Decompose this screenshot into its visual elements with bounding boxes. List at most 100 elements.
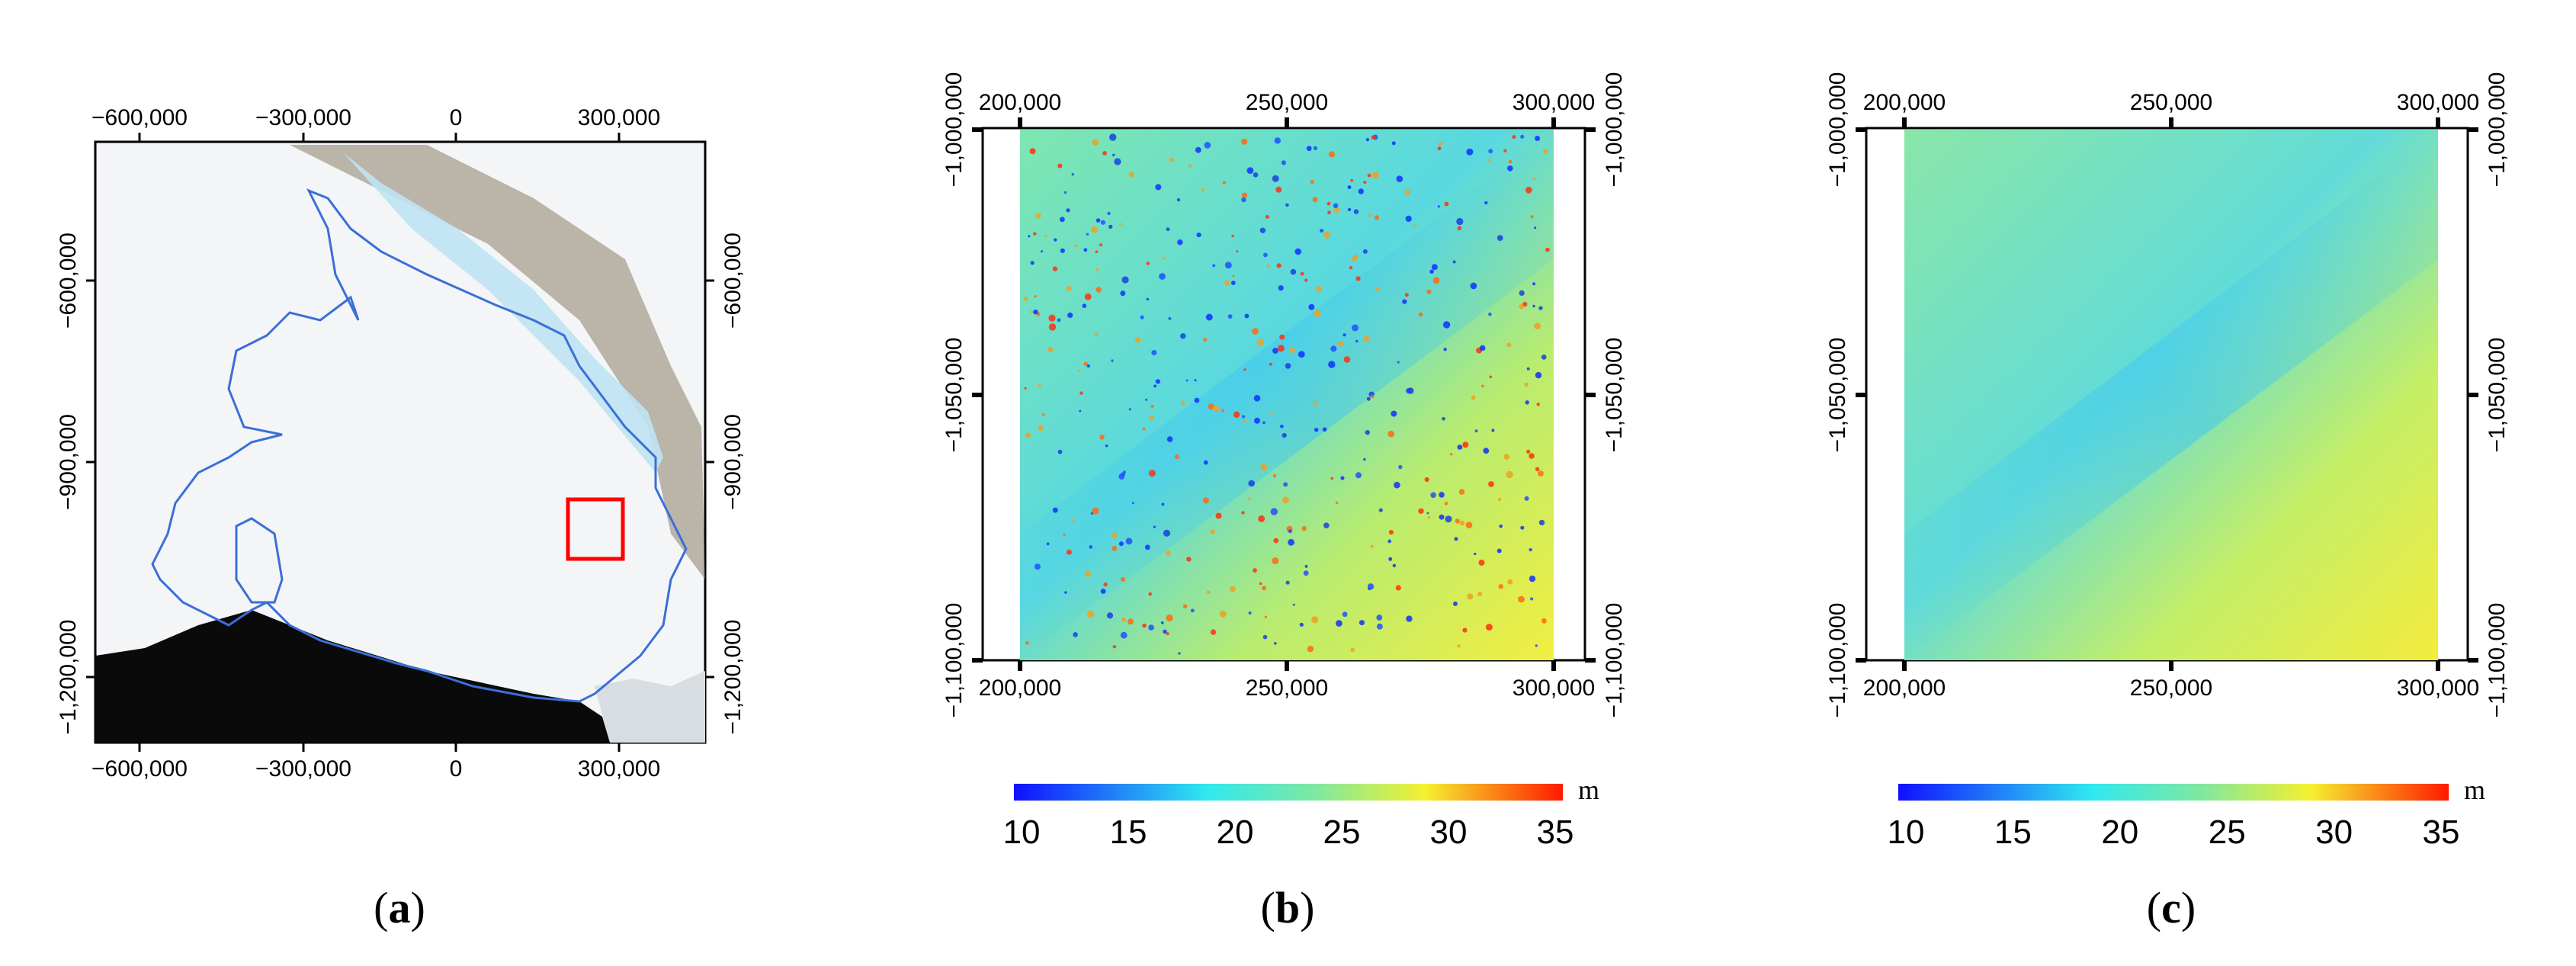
panel-b-speckle-dot [1118,223,1122,226]
panel-b-speckle-dot [1148,470,1156,477]
panel-b-speckle-dot [1224,280,1230,286]
panel-b-speckle-dot [1320,229,1323,233]
panel-b-speckle-dot [1503,149,1507,152]
panel-b-speckle-dot [1288,538,1294,546]
panel-b-speckle-dot [1194,397,1200,403]
panel-b-speckle-dot [1272,348,1278,354]
panel-b-speckle-dot [1301,526,1307,531]
panel-b-speckle-dot [1349,266,1353,270]
panel-b-speckle-dot [1391,141,1396,146]
panel-b-speckle-dot [1524,382,1529,387]
panel-b-speckle-dot [1107,211,1111,216]
panel-b-speckle-dot [1266,264,1271,268]
panel-b-speckle-dot [1391,410,1397,417]
panel-b-speckle-dot [1532,282,1536,286]
panel-b-speckle-dot [1363,457,1366,461]
panel-b-speckle-dot [1033,310,1038,315]
panel-c-xtick-bottom-label: 200,000 [1863,676,1946,701]
panel-b-ytick-right-label: −1,000,000 [1602,72,1627,188]
panel-b-speckle-dot [1203,337,1208,342]
panel-c-colorbar: m 10 15 20 25 30 35 [1888,775,2485,851]
panel-b-speckle-dot [1057,449,1063,454]
panel-b-speckle-dot [1128,172,1134,178]
panel-b-speckle-dot [1236,250,1239,253]
panel-a-axes: −600,000 −300,000 0 300,000 −600,000 −300,000… [56,105,746,781]
panel-a-xtick-bottom-label: 300,000 [578,756,660,781]
panel-b-speckle-dot [1248,611,1252,615]
panel-b-speckle-dot [1265,215,1269,219]
panel-b-speckle-dot [1330,477,1334,480]
panel-b-speckle-dot [1294,248,1301,255]
panel-b-caption: (b) [1261,883,1315,932]
panel-b-colorbar-tick-label: 30 [1430,814,1468,851]
panel-b-speckle-dot [1176,198,1181,202]
panel-b-speckle-dot [1359,620,1365,626]
panel-b-speckle-dot [1277,345,1285,352]
panel-b-speckle-dot [1443,348,1447,351]
panel-b-speckle-dot [1044,234,1047,237]
panel-b-speckle-dot [1358,188,1365,194]
panel-b-speckle-dot [1541,618,1547,624]
panel-b-speckle-dot [1166,615,1173,622]
panel-b-speckle-dot [1519,303,1524,310]
panel-a-ytick-left-label: −900,000 [56,414,81,510]
panel-b-speckle-dot [1426,512,1429,515]
panel-b-speckle-dot [1177,239,1183,246]
panel-b-speckle-dot [1431,264,1438,271]
panel-c-colorbar-tick-label: 35 [2423,814,2460,851]
panel-b-colorbar-tick-label: 15 [1110,814,1147,851]
panel-b-speckle-dot [1529,453,1535,459]
panel-b-speckle-dot [1166,632,1169,636]
panel-b-speckle-dot [1190,608,1195,613]
panel-b-speckle-dot [1314,428,1319,432]
panel-c-colorbar-tick-label: 10 [1888,814,1925,851]
panel-b-speckle-dot [1347,185,1352,190]
panel-b-speckle-dot [1316,286,1323,292]
panel-b-speckle-dot [1397,361,1400,364]
panel-c-axes: 200,000 250,000 300,000 200,000 250,000 300,0… [1825,72,2510,718]
panel-b-speckle-dot [1146,297,1150,301]
panel-b-speckle-dot [1109,133,1117,141]
panel-b-speckle-dot [1487,158,1491,162]
panel-b-speckle-dot [1095,250,1099,254]
panel-b-speckle-dot [1328,151,1336,158]
panel-b-speckle-dot [1405,215,1412,222]
panel-b-speckle-dot [1484,201,1488,205]
panel-b-speckle-dot [1355,472,1362,479]
panel-b-speckle-dot [1365,138,1369,142]
panel-b-speckle-dot [1260,464,1268,471]
panel-b-speckle-dot [1144,544,1150,550]
panel-b-speckle-dot [1478,560,1485,566]
panel-b-speckle-dot [1457,444,1463,450]
panel-b-speckle-dot [1456,217,1464,226]
panel-b-map [981,127,1586,662]
panel-b-speckle-dot [1030,261,1035,265]
panel-b-speckle-dot [1392,563,1397,568]
panel-b-speckle-dot [1108,224,1113,229]
panel-b-speckle-dot [1481,384,1484,388]
panel-b-speckle-dot [1155,184,1162,191]
panel-b-speckle-dot [1114,158,1121,165]
panel-b-speckle-dot [1347,207,1352,212]
panel-b-speckle-dot [1530,597,1534,601]
panel-b-speckle-dot [1404,188,1411,195]
panel-b-speckle-dot [1248,497,1251,501]
panel-b-speckle-dot [1503,454,1510,460]
panel-b-speckle-dot [1222,181,1227,185]
panel-b-speckle-dot [1195,146,1201,153]
panel-b-speckle-dot [1243,419,1246,423]
panel-b-speckle-dot [1092,507,1099,515]
panel-b-speckle-dot [1034,295,1037,298]
panel-b-speckle-dot [1272,175,1279,182]
panel-b-speckle-dot [1467,593,1474,600]
panel-b-speckle-dot [1163,529,1171,537]
panel-b-speckle-dot [1507,165,1513,172]
panel-b-speckle-dot [1054,238,1057,242]
panel-b-speckle-dot [1536,403,1540,406]
panel-b-speckle-dot [1437,146,1442,151]
panel-b-speckle-dot [1298,351,1305,358]
panel-b-speckle-dot [1542,149,1548,154]
panel-a-xtick-bottom-label: −600,000 [91,756,188,781]
panel-a-ytick-right-label: −600,000 [720,233,746,329]
panel-b-speckle-dot [1279,334,1285,340]
